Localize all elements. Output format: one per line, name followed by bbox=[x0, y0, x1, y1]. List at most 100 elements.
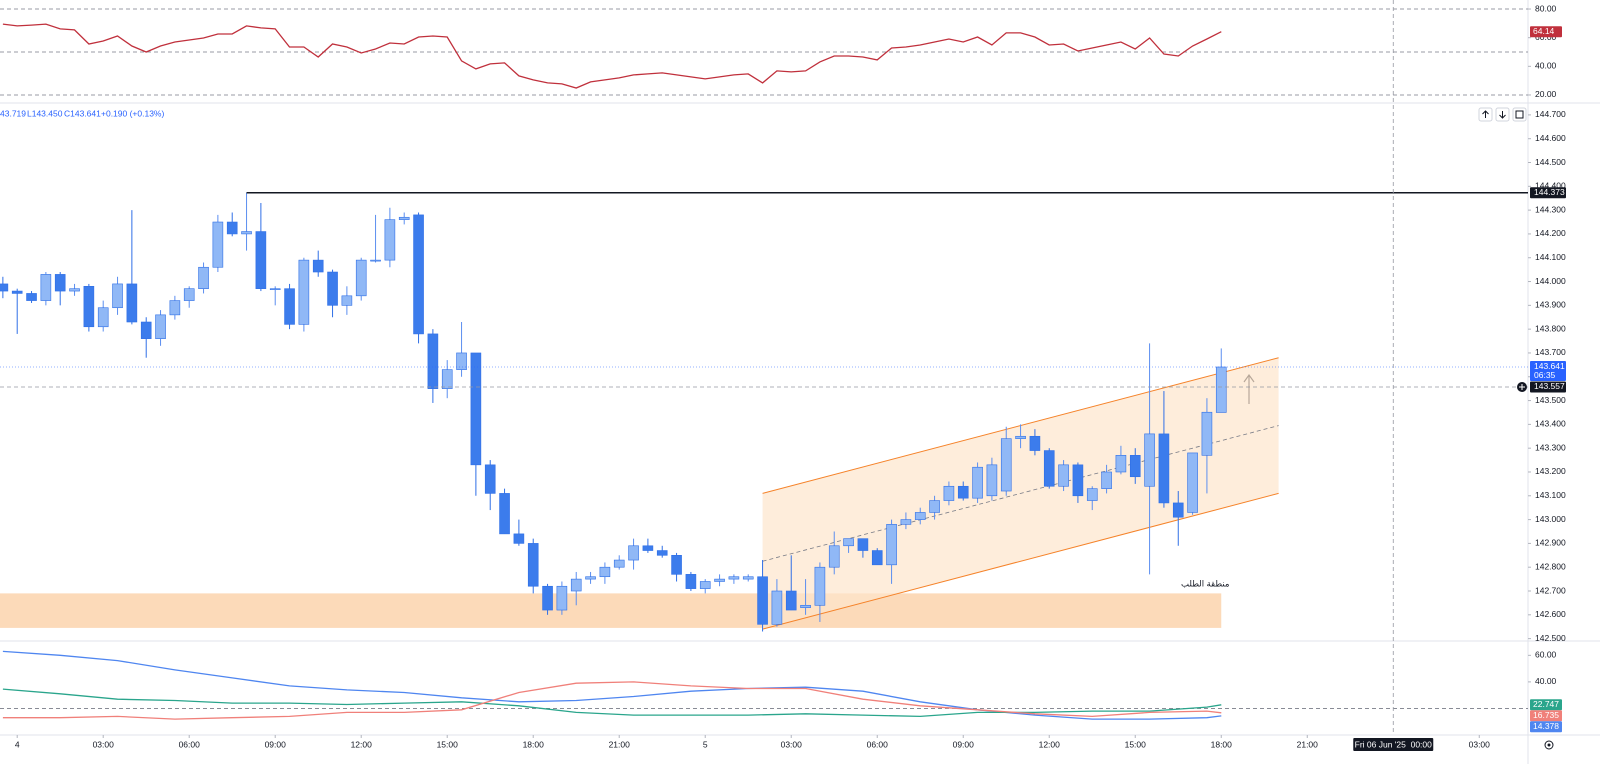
candle-body bbox=[298, 259, 310, 325]
y-tick-label: 144.400 bbox=[1535, 181, 1566, 191]
settings-button[interactable] bbox=[1544, 740, 1554, 750]
y-tick-label: 142.600 bbox=[1535, 609, 1566, 619]
x-tick-label: 21:00 bbox=[609, 739, 631, 749]
x-tick-label: 06:00 bbox=[867, 739, 889, 749]
candle-body bbox=[972, 466, 983, 499]
y-tick-label: 143.100 bbox=[1535, 490, 1566, 500]
candle-body bbox=[11, 290, 23, 294]
down-icon bbox=[1499, 111, 1506, 119]
candle-body bbox=[355, 259, 367, 297]
x-tick-label: 18:00 bbox=[523, 739, 545, 749]
x-tick-label: 09:00 bbox=[265, 739, 287, 749]
last-price-box bbox=[1530, 361, 1566, 382]
crosshair-add-plus bbox=[1519, 383, 1525, 390]
candle-body bbox=[327, 271, 338, 306]
countdown-label: 06:35 bbox=[1534, 370, 1556, 380]
y-tick-label: 144.700 bbox=[1535, 109, 1566, 119]
candle-body bbox=[441, 369, 453, 389]
candle-body bbox=[628, 545, 639, 561]
candle-body bbox=[212, 221, 224, 268]
y-tick-label: 144.000 bbox=[1535, 276, 1566, 286]
x-tick-label: Fri 06 Jun '25 00:00 bbox=[1355, 739, 1432, 749]
candle-body bbox=[613, 559, 625, 568]
indicator-value-label: 22.747 bbox=[1533, 699, 1559, 709]
candle-body bbox=[269, 288, 281, 290]
candle-body bbox=[957, 485, 969, 499]
y-tick-label: 40.00 bbox=[1535, 61, 1557, 71]
y-tick-label: 144.200 bbox=[1535, 228, 1566, 238]
x-tick-label: 09:00 bbox=[953, 739, 975, 749]
indicator-value-box bbox=[1530, 26, 1562, 38]
y-tick-label: 20.00 bbox=[1535, 89, 1557, 99]
candle-body bbox=[1043, 450, 1055, 487]
hline-price-label: 144.373 bbox=[1534, 187, 1565, 197]
crosshair-price-label-box bbox=[1530, 381, 1566, 393]
crosshair-time-box bbox=[1353, 738, 1434, 751]
candle-body bbox=[556, 585, 568, 611]
candle-body bbox=[470, 352, 482, 466]
hline-price-label-box bbox=[1530, 187, 1566, 199]
indicator-value-box bbox=[1530, 721, 1562, 733]
up-icon bbox=[1482, 110, 1489, 118]
y-tick-label: 142.700 bbox=[1535, 585, 1566, 595]
legend-high: 43.719 bbox=[0, 108, 26, 118]
indicator-value-label: 14.378 bbox=[1533, 721, 1559, 731]
candle-body bbox=[728, 576, 740, 580]
candle-body bbox=[484, 464, 496, 494]
y-tick-label: 40.00 bbox=[1535, 676, 1557, 686]
y-tick-label: 144.300 bbox=[1535, 204, 1566, 214]
candle-body bbox=[427, 333, 439, 389]
candle-body bbox=[183, 288, 195, 301]
channel-lower bbox=[762, 492, 1279, 630]
x-tick-label: 4 bbox=[15, 739, 20, 749]
last-price-label: 143.641 bbox=[1534, 361, 1565, 371]
candle-body bbox=[843, 538, 854, 547]
candle-body bbox=[1129, 455, 1141, 478]
y-tick-label: 143.500 bbox=[1535, 395, 1566, 405]
candle-body bbox=[126, 283, 138, 323]
candle-body bbox=[871, 550, 883, 566]
candle-body bbox=[83, 286, 95, 328]
candle-body bbox=[198, 266, 209, 289]
y-tick-label: 143.700 bbox=[1535, 347, 1566, 357]
candle-body bbox=[671, 555, 682, 575]
y-tick-label: 143.400 bbox=[1535, 419, 1566, 429]
candle-body bbox=[800, 604, 811, 608]
candle-body bbox=[1172, 502, 1184, 518]
pane-buttons bbox=[1478, 107, 1527, 122]
candle-body bbox=[943, 485, 955, 501]
candle-body bbox=[341, 295, 353, 306]
candle-body bbox=[97, 307, 109, 328]
y-tick-label: 144.100 bbox=[1535, 252, 1566, 262]
indicator-value-box bbox=[1530, 710, 1562, 722]
candle-body bbox=[1000, 438, 1012, 492]
y-tick-label: 142.800 bbox=[1535, 561, 1566, 571]
indicator-value-box bbox=[1530, 699, 1562, 711]
maximize-button[interactable] bbox=[1512, 107, 1527, 122]
candle-body bbox=[0, 283, 9, 292]
candle-body bbox=[499, 493, 510, 535]
candle-body bbox=[699, 581, 711, 589]
channel-median bbox=[762, 425, 1279, 562]
x-tick-label: 15:00 bbox=[437, 739, 459, 749]
candle-body bbox=[1029, 435, 1041, 451]
x-tick-label: 15:00 bbox=[1125, 739, 1147, 749]
indicator-value-label: 16.735 bbox=[1533, 710, 1559, 720]
candle-body bbox=[40, 274, 52, 301]
candle-body bbox=[656, 550, 668, 556]
x-tick-label: 21:00 bbox=[1297, 739, 1319, 749]
candle-body bbox=[513, 533, 525, 544]
candle-body bbox=[585, 576, 596, 580]
y-tick-label: 144.500 bbox=[1535, 157, 1566, 167]
candle-body bbox=[642, 545, 654, 551]
candle-body bbox=[1115, 455, 1127, 473]
demand-zone bbox=[0, 593, 1222, 628]
y-tick-label: 143.900 bbox=[1535, 300, 1566, 310]
candle-body bbox=[140, 321, 152, 339]
candle-body bbox=[370, 259, 381, 262]
y-tick-label: 143.200 bbox=[1535, 466, 1566, 476]
candle-body bbox=[814, 566, 826, 606]
indicator-line bbox=[2, 681, 1222, 720]
